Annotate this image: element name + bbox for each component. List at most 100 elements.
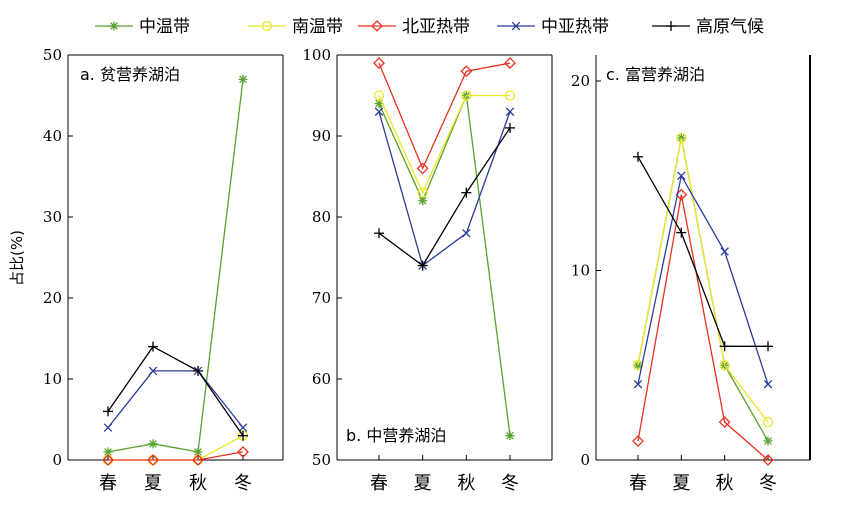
legend-label: 北亚热带 <box>402 17 470 37</box>
y-tick-label: 20 <box>43 289 62 307</box>
panel-1: 0 10 20 30 40 50 春 夏 秋 冬 a. 贫营养湖泊 <box>43 46 284 494</box>
legend-marker <box>666 21 676 31</box>
y-tick-label: 10 <box>571 262 590 280</box>
legend-item: 中温带 <box>95 17 190 37</box>
legend-item: 北亚热带 <box>358 17 470 37</box>
data-point <box>763 379 773 389</box>
panel-title: a. 贫营养湖泊 <box>80 65 180 84</box>
y-tick-label: 80 <box>312 208 331 226</box>
legend: 中温带 南温带 北亚热带 中亚热带 高原气候 <box>95 17 764 37</box>
y-tick-label: 50 <box>312 451 331 469</box>
series-line <box>637 137 769 423</box>
series-line <box>637 194 769 461</box>
data-point <box>763 436 773 446</box>
series-高原气候 <box>103 341 248 441</box>
legend-marker <box>109 21 119 31</box>
data-point <box>719 360 730 371</box>
y-tick-label: 10 <box>43 370 62 388</box>
x-tick-label: 冬 <box>501 473 519 494</box>
data-point <box>461 90 472 101</box>
data-point <box>462 228 471 238</box>
data-point <box>373 90 385 101</box>
series-高原气候 <box>374 122 515 271</box>
data-point <box>633 151 643 162</box>
legend-label: 高原气候 <box>696 17 764 37</box>
data-point <box>193 365 203 376</box>
data-point <box>102 454 114 466</box>
x-tick-label: 春 <box>629 473 647 494</box>
series-line <box>378 92 511 436</box>
series-line <box>107 79 244 453</box>
data-point <box>504 90 516 101</box>
data-point <box>103 423 113 432</box>
x-tick-label: 春 <box>370 473 388 494</box>
series-南温带 <box>632 132 774 428</box>
series-line <box>637 156 768 347</box>
x-tick-label: 春 <box>99 473 117 494</box>
panel-title: b. 中营养湖泊 <box>346 426 446 445</box>
data-point <box>461 187 472 198</box>
data-point <box>719 341 730 352</box>
data-point <box>417 260 428 271</box>
x-tick-label: 夏 <box>672 473 690 494</box>
data-point <box>237 445 249 458</box>
x-tick-label: 冬 <box>234 473 252 494</box>
data-point <box>373 57 385 70</box>
data-point <box>192 454 204 466</box>
data-point <box>148 366 158 376</box>
series-北亚热带 <box>102 445 249 466</box>
series-中亚热带 <box>633 171 773 389</box>
legend-marker <box>261 20 273 32</box>
data-point <box>148 439 158 449</box>
panel-2: 50 60 70 80 90 100 春 夏 秋 冬 b. 中营养湖泊 <box>302 46 553 494</box>
y-tick-label: 30 <box>43 208 62 226</box>
data-point <box>763 341 773 352</box>
legend-marker <box>511 21 521 31</box>
data-point <box>103 447 113 457</box>
series-line <box>378 111 511 267</box>
data-point <box>238 74 248 84</box>
legend-marker <box>371 20 383 32</box>
data-point <box>505 431 515 441</box>
data-point <box>720 247 729 256</box>
panel-title: c. 富营养湖泊 <box>606 65 705 84</box>
x-tick-label: 秋 <box>457 473 475 494</box>
panels: 01020304050春夏秋冬a. 贫营养湖泊5060708090100春夏秋冬… <box>43 46 811 494</box>
data-point <box>504 57 516 70</box>
y-tick-label: 50 <box>43 46 62 64</box>
x-tick-label: 冬 <box>759 473 777 494</box>
data-point <box>676 132 687 144</box>
series-南温带 <box>373 90 516 198</box>
data-point <box>374 107 384 116</box>
series-line <box>637 173 769 385</box>
legend-label: 南温带 <box>292 17 343 37</box>
data-point <box>762 416 774 428</box>
data-point <box>238 430 248 441</box>
series-高原气候 <box>633 151 773 352</box>
data-point <box>147 454 159 466</box>
data-point <box>505 107 515 116</box>
data-point <box>417 187 428 198</box>
series-line <box>108 451 244 461</box>
y-tick-label: 90 <box>312 127 331 145</box>
y-tick-label: 0 <box>52 451 62 469</box>
y-tick-label: 20 <box>571 72 590 90</box>
legend-item: 高原气候 <box>652 17 764 37</box>
data-point <box>677 171 686 181</box>
x-tick-label: 秋 <box>189 473 207 494</box>
data-point <box>148 341 158 352</box>
y-axis-label: 占比(%) <box>8 230 26 286</box>
data-point <box>103 406 113 417</box>
x-tick-label: 夏 <box>414 473 432 494</box>
data-point <box>460 65 473 78</box>
x-tick-label: 秋 <box>716 473 734 494</box>
series-line <box>378 94 510 195</box>
data-point <box>505 122 515 133</box>
series-line <box>378 127 511 267</box>
data-point <box>374 228 384 239</box>
data-point <box>633 379 643 389</box>
legend-item: 中亚热带 <box>497 17 609 37</box>
y-tick-label: 40 <box>43 127 62 145</box>
legend-item: 南温带 <box>248 17 343 37</box>
